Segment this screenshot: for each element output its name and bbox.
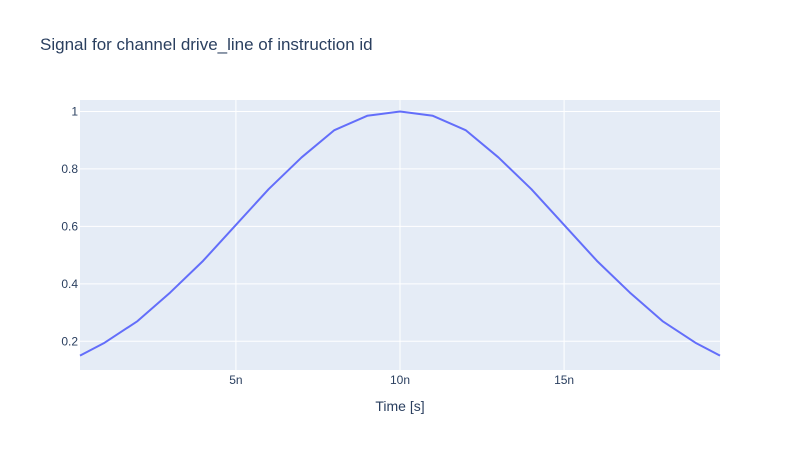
chart-title: Signal for channel drive_line of instruc…: [40, 35, 373, 54]
x-tick-label: 10n: [390, 373, 410, 387]
y-tick-label: 0.2: [61, 334, 78, 348]
series-layer: [79, 110, 721, 357]
series-line: [79, 110, 721, 357]
x-tick-label: 5n: [229, 373, 242, 387]
grid-lines: [80, 100, 720, 370]
y-tick-label: 0.6: [61, 219, 78, 233]
x-tick-label: 15n: [554, 373, 574, 387]
y-tick-label: 0.8: [61, 162, 78, 176]
y-tick-label: 1: [71, 104, 78, 118]
y-tick-labels: 0.2 0.4 0.6 0.8 1: [61, 104, 78, 348]
x-tick-labels: 5n 10n 15n: [229, 373, 574, 387]
x-axis-title: Time [s]: [375, 398, 424, 414]
y-tick-label: 0.4: [61, 277, 78, 291]
